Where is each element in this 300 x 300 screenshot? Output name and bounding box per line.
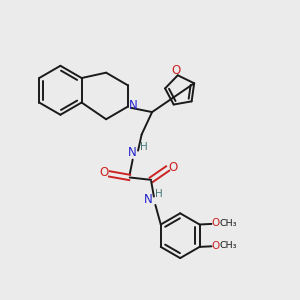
Text: H: H (140, 142, 147, 152)
Text: CH₃: CH₃ (220, 241, 237, 250)
Text: O: O (99, 166, 109, 179)
Text: N: N (128, 146, 136, 160)
Text: O: O (211, 241, 219, 251)
Text: O: O (171, 64, 181, 77)
Text: CH₃: CH₃ (220, 219, 237, 228)
Text: O: O (211, 218, 219, 228)
Text: N: N (129, 99, 137, 112)
Text: H: H (155, 189, 163, 199)
Text: N: N (144, 193, 153, 206)
Text: O: O (168, 160, 178, 173)
